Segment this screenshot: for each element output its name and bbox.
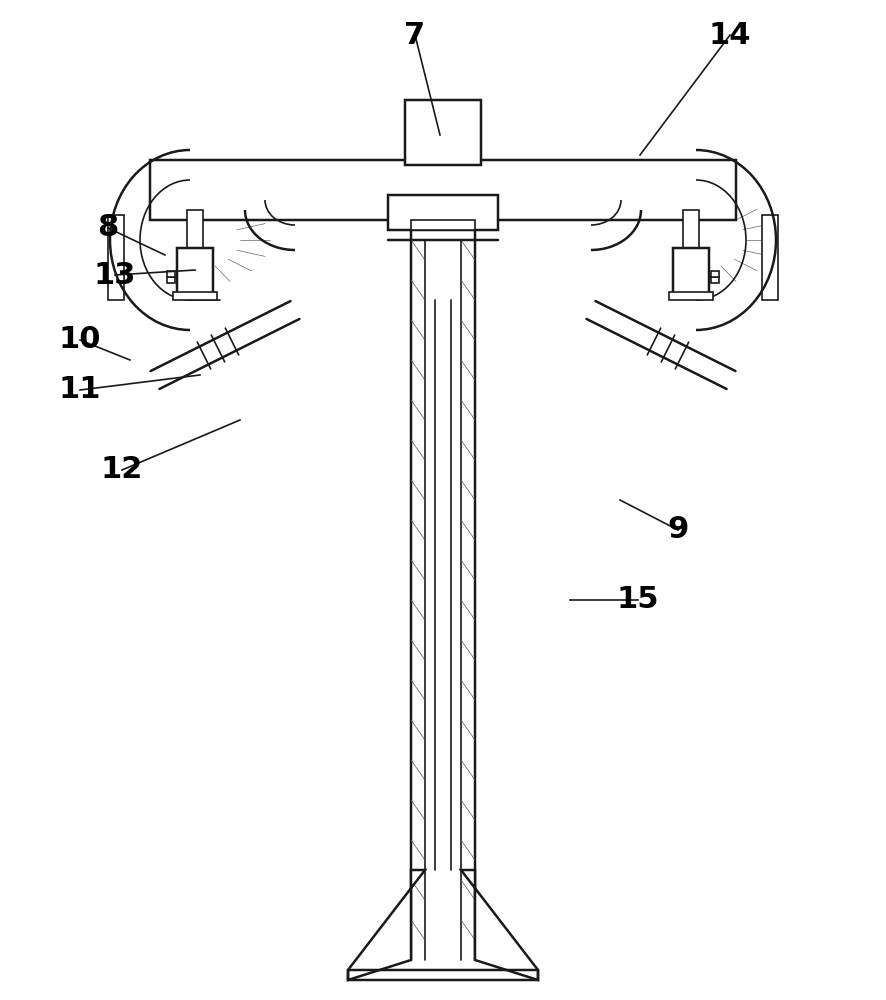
Bar: [711, 271, 719, 277]
Bar: [187, 210, 203, 295]
Bar: [177, 248, 213, 295]
Polygon shape: [461, 870, 538, 980]
Bar: [167, 277, 175, 283]
Text: 12: 12: [101, 456, 144, 485]
Text: 7: 7: [404, 20, 425, 49]
Text: 14: 14: [709, 20, 751, 49]
Bar: [669, 292, 713, 300]
Text: 8: 8: [97, 214, 119, 242]
Bar: [388, 195, 498, 230]
Bar: [762, 215, 778, 300]
Polygon shape: [348, 870, 425, 980]
Text: 13: 13: [94, 260, 136, 290]
Text: 15: 15: [617, 585, 659, 614]
Text: 11: 11: [58, 375, 101, 404]
Bar: [683, 210, 699, 295]
Bar: [411, 220, 475, 230]
Bar: [173, 292, 217, 300]
Bar: [673, 248, 709, 295]
Text: 9: 9: [667, 516, 688, 544]
Bar: [711, 277, 719, 283]
Text: 10: 10: [58, 326, 101, 355]
Bar: [108, 215, 124, 300]
Bar: [150, 160, 736, 220]
Bar: [167, 271, 175, 277]
Bar: [405, 100, 481, 165]
